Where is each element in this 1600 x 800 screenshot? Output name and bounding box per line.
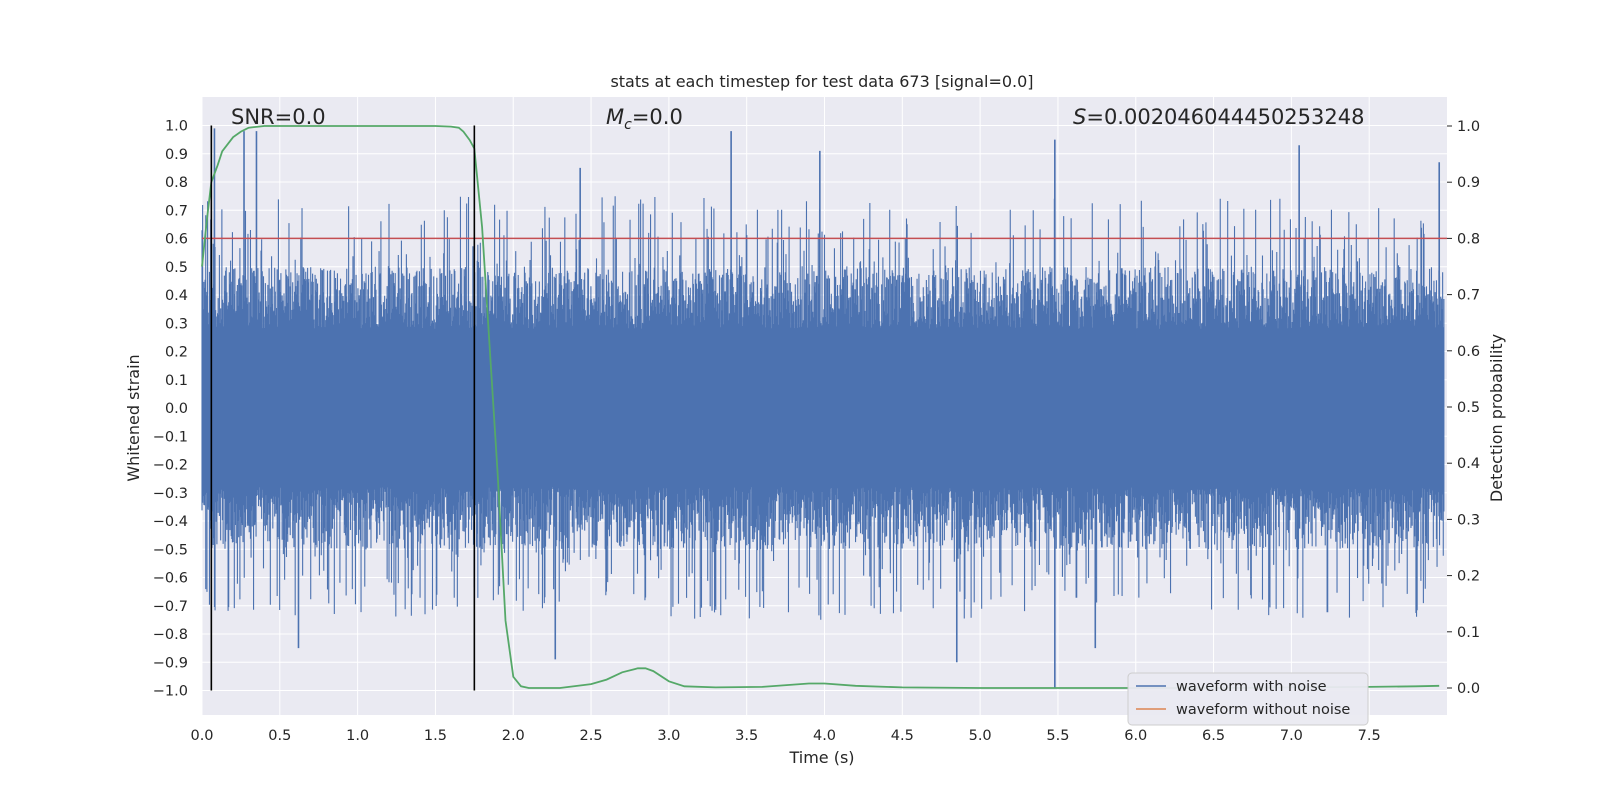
noise-envelope [201, 196, 1445, 620]
x-tick-label: 0.5 [268, 728, 291, 744]
x-tick-label: 4.5 [891, 728, 914, 744]
chirp-mass-subscript: c [624, 117, 632, 133]
y-tick-label: 0.6 [165, 232, 188, 248]
chirp-mass-symbol: M [606, 105, 624, 129]
x-tick-label: 7.5 [1358, 728, 1381, 744]
y-tick-label: −0.8 [153, 627, 188, 643]
x-tick-label: 3.5 [735, 728, 758, 744]
x-tick-label: 4.0 [813, 728, 836, 744]
x-tick-label: 1.5 [424, 728, 447, 744]
x-tick-label: 7.0 [1280, 728, 1303, 744]
x-tick-label: 6.5 [1202, 728, 1225, 744]
detection-probability-line [201, 125, 1440, 689]
y-tick-label: −0.7 [153, 599, 188, 615]
y2-tick-label: 0.1 [1457, 625, 1480, 641]
x-tick-label: 3.0 [657, 728, 680, 744]
y2-tick-label: 0.7 [1457, 288, 1480, 304]
y-tick-label: 0.2 [165, 345, 188, 361]
y2-tick-label: 0.6 [1457, 344, 1480, 360]
y2-tick-labels: 1.0 0.9 0.8 0.7 0.6 0.5 0.4 0.3 0.2 0.1 0.0 [1447, 119, 1480, 697]
snr-annotation: SNR=0.0 [231, 105, 326, 129]
x-tick-labels: 0.0 0.5 1.0 1.5 2.0 2.5 3.0 3.5 4.0 4.5 5.0 5.5 6.0 6… [190, 728, 1380, 744]
x-tick-label: 5.5 [1046, 728, 1069, 744]
y2-tick-label: 0.2 [1457, 569, 1480, 585]
x-tick-label: 0.0 [190, 728, 213, 744]
y-tick-label: −1.0 [153, 684, 188, 700]
y2-tick-label: 0.3 [1457, 512, 1480, 528]
y-tick-label: −0.3 [153, 486, 188, 502]
y-tick-label: 0.8 [165, 175, 188, 191]
x-axis-label: Time (s) [788, 748, 854, 767]
x-tick-label: 6.0 [1124, 728, 1147, 744]
y2-tick-label: 0.9 [1457, 175, 1480, 191]
y-tick-label: 0.1 [165, 373, 188, 389]
marker-lines [210, 125, 476, 691]
score-annotation: S=0.002046044450253248 [1073, 105, 1364, 129]
legend-box [1127, 672, 1369, 726]
y-axis-label: Whitened strain [124, 354, 143, 481]
legend: waveform with noise waveform without noi… [1127, 672, 1369, 726]
y-tick-label: −0.4 [153, 514, 188, 530]
x-tick-label: 2.5 [580, 728, 603, 744]
y2-tick-label: 0.8 [1457, 231, 1480, 247]
y-tick-label: 0.0 [165, 401, 188, 417]
y-tick-label: −0.1 [153, 429, 188, 445]
y-tick-label: 0.7 [165, 203, 188, 219]
y-tick-label: 0.4 [165, 288, 188, 304]
score-symbol: S [1073, 105, 1086, 129]
y2-tick-label: 0.5 [1457, 400, 1480, 416]
y2-axis-label: Detection probability [1487, 334, 1506, 502]
y-tick-label: −0.2 [153, 458, 188, 474]
x-tick-label: 2.0 [502, 728, 525, 744]
y-tick-labels: 1.0 0.9 0.8 0.7 0.6 0.5 0.4 0.3 0.2 0.1 0.0 −0.1 −0.… [153, 119, 188, 700]
score-value: =0.002046044450253248 [1086, 105, 1364, 129]
y-tick-label: 1.0 [165, 119, 188, 135]
y2-tick-label: 1.0 [1457, 119, 1480, 135]
y-tick-label: −0.6 [153, 571, 188, 587]
y2-tick-label: 0.0 [1457, 681, 1480, 697]
chirp-mass-annotation: Mc=0.0 [606, 105, 683, 133]
y-tick-label: 0.5 [165, 260, 188, 276]
legend-label-clean: waveform without noise [1176, 702, 1350, 718]
y2-tick-label: 0.4 [1457, 456, 1480, 472]
y-tick-label: −0.5 [153, 542, 188, 558]
noise-waveform [201, 128, 1445, 688]
x-tick-label: 5.0 [969, 728, 992, 744]
y-tick-label: −0.9 [153, 655, 188, 671]
chart-title: stats at each timestep for test data 673… [610, 72, 1033, 91]
legend-label-noise: waveform with noise [1176, 679, 1327, 695]
chirp-mass-value: =0.0 [632, 105, 683, 129]
y-tick-label: 0.9 [165, 147, 188, 163]
x-tick-label: 1.0 [346, 728, 369, 744]
y-tick-label: 0.3 [165, 316, 188, 332]
